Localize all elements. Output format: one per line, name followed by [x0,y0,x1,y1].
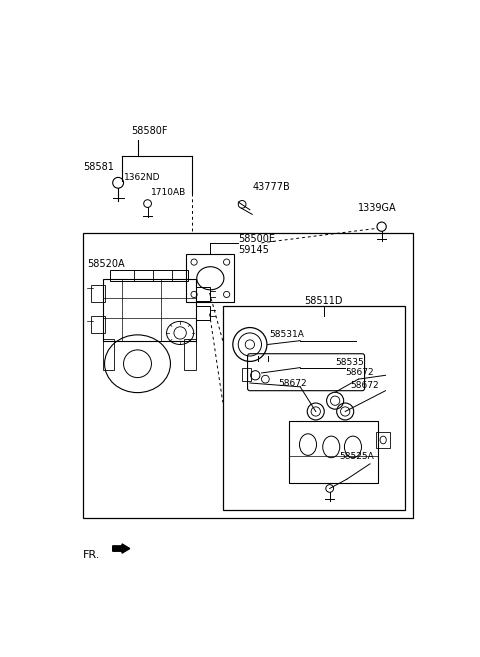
Bar [103,339,114,370]
Text: 58672: 58672 [350,381,379,390]
Text: 58531A: 58531A [269,330,304,339]
Text: 58672: 58672 [278,379,307,388]
Text: 1339GA: 1339GA [359,203,397,214]
Bar [103,279,196,340]
Text: 58511D: 58511D [304,296,343,306]
Bar [186,254,234,302]
Bar [376,432,390,449]
Text: 1710AB: 1710AB [152,189,187,197]
Bar [196,306,210,320]
Text: 58500E: 58500E [238,234,275,244]
Bar [223,306,405,510]
Text: 43777B: 43777B [252,181,290,192]
FancyArrow shape [113,544,130,553]
Text: FR.: FR. [83,550,101,560]
Bar [288,422,378,483]
Text: 58672: 58672 [345,369,374,378]
Text: 1362ND: 1362ND [123,173,160,182]
Bar [242,367,252,382]
Text: 58535: 58535 [335,357,364,367]
Bar [196,286,210,301]
Bar [83,233,413,518]
Text: 58525A: 58525A [339,451,374,461]
Text: 58580F: 58580F [132,126,168,136]
Bar [184,339,196,370]
Text: 58520A: 58520A [87,259,125,269]
Bar [91,285,105,302]
Bar [91,316,105,333]
Text: 59145: 59145 [238,245,269,255]
Text: 58581: 58581 [83,162,114,172]
Bar [110,270,188,281]
